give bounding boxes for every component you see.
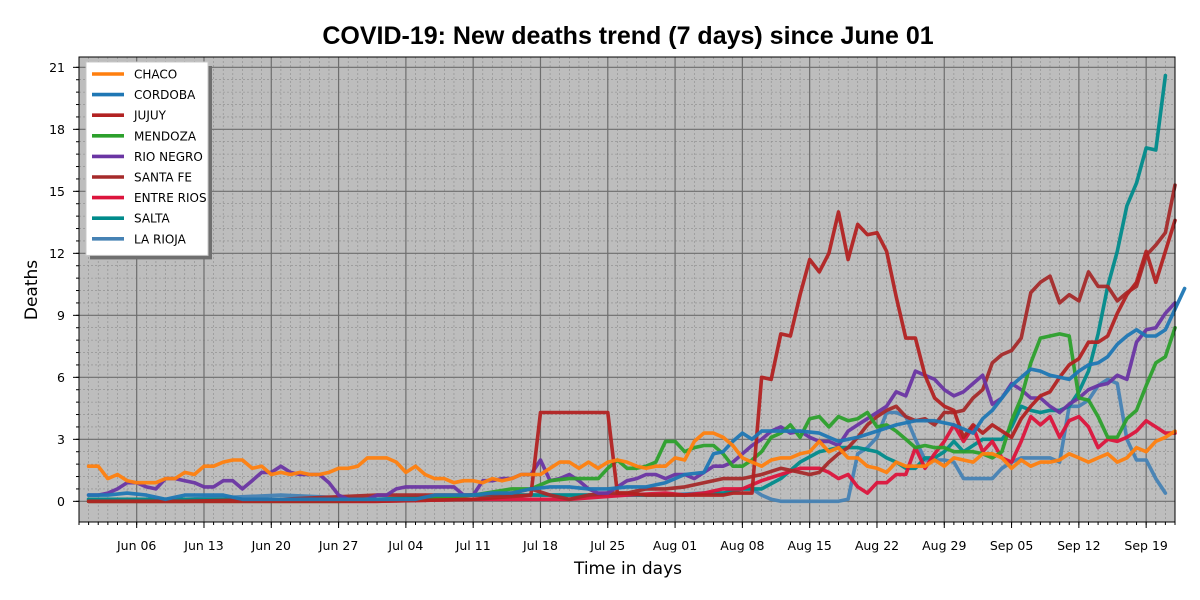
legend-entry: CORDOBA <box>134 88 196 102</box>
legend-entry: JUJUY <box>133 109 167 123</box>
x-tick-label: Jun 06 <box>116 538 156 553</box>
x-axis-ticks: Jun 06 Jun 13 Jun 20 Jun 27 Jul 04 Jul 11 Jul … <box>78 522 1176 553</box>
x-tick-label: Jul 25 <box>589 538 625 553</box>
legend-entry: LA RIOJA <box>134 232 187 246</box>
legend-entry: RIO NEGRO <box>134 150 203 164</box>
y-tick-label: 21 <box>49 60 65 75</box>
x-tick-label: Sep 12 <box>1057 538 1100 553</box>
x-tick-label: Sep 05 <box>990 538 1033 553</box>
legend-entry: MENDOZA <box>134 129 197 143</box>
y-tick-label: 18 <box>49 122 65 137</box>
legend-entry: SALTA <box>134 212 170 226</box>
chart-title: COVID-19: New deaths trend (7 days) sinc… <box>322 22 933 50</box>
series-line-cordoba <box>86 286 1187 502</box>
x-tick-label: Jul 11 <box>455 538 491 553</box>
x-tick-label: Aug 15 <box>788 538 832 553</box>
legend: CHACO CORDOBA JUJUY MENDOZA RIO NEGRO SANTA F… <box>85 61 212 260</box>
x-tick-label: Jun 27 <box>318 538 358 553</box>
y-tick-label: 0 <box>57 494 65 509</box>
series-line-chaco <box>86 429 1177 485</box>
series-line-mendoza <box>86 325 1177 504</box>
y-tick-label: 9 <box>57 308 65 323</box>
x-tick-label: Sep 19 <box>1124 538 1167 553</box>
x-tick-label: Jul 18 <box>522 538 558 553</box>
y-tick-label: 3 <box>57 432 65 447</box>
x-tick-label: Jun 20 <box>251 538 291 553</box>
y-axis-ticks: 0 3 6 9 12 15 18 21 <box>49 60 79 509</box>
legend-entry: ENTRE RIOS <box>134 191 207 205</box>
x-tick-label: Aug 08 <box>720 538 764 553</box>
legend-entry: SANTA FE <box>134 171 192 185</box>
x-tick-label: Aug 22 <box>855 538 899 553</box>
y-tick-label: 6 <box>57 370 65 385</box>
x-tick-label: Jul 04 <box>387 538 423 553</box>
x-tick-label: Jun 13 <box>183 538 223 553</box>
series-lines <box>86 73 1187 504</box>
y-tick-label: 15 <box>49 184 65 199</box>
y-axis-label: Deaths <box>22 260 42 320</box>
grid-major <box>79 57 1175 522</box>
x-axis-label: Time in days <box>573 559 682 579</box>
x-tick-label: Aug 01 <box>653 538 697 553</box>
legend-entry: CHACO <box>134 68 177 82</box>
x-tick-label: Aug 29 <box>922 538 966 553</box>
series-line-jujuy <box>86 210 1177 504</box>
y-tick-label: 12 <box>49 246 65 261</box>
